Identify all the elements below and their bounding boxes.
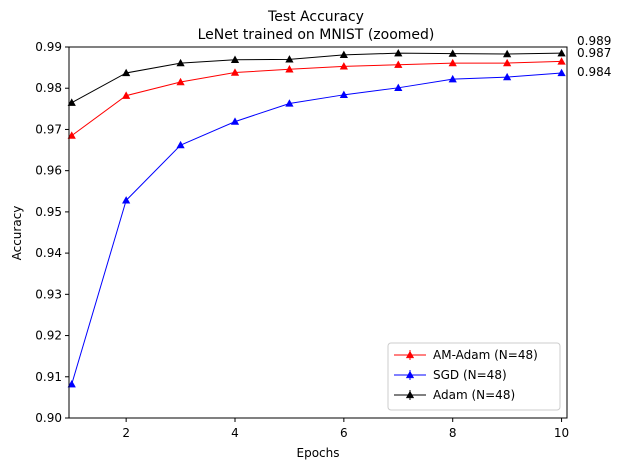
- x-tick-label: 10: [554, 426, 569, 440]
- end-value-label: 0.987: [577, 46, 611, 60]
- data-point: [557, 68, 566, 77]
- x-tick-label: 6: [340, 426, 348, 440]
- legend: AM-Adam (N=48) SGD (N=48) Adam (N=48): [387, 342, 561, 411]
- series-layer: [67, 48, 566, 388]
- legend-marker: [405, 390, 415, 399]
- data-point: [67, 98, 76, 106]
- y-tick-label: 0.95: [35, 205, 62, 219]
- axis-ticks: 0.90 0.91 0.92 0.93 0.94 0.95 0.96 0.97 0.98 0.99…: [35, 40, 569, 440]
- x-tick-label: 4: [231, 426, 239, 440]
- data-point: [285, 55, 294, 63]
- data-point: [230, 55, 240, 63]
- y-tick-label: 0.93: [35, 287, 62, 301]
- data-point: [394, 60, 403, 68]
- y-tick-label: 0.91: [35, 370, 62, 384]
- end-value-label: 0.984: [577, 65, 611, 79]
- legend-label: AM-Adam (N=48): [433, 348, 538, 362]
- data-point: [122, 91, 131, 99]
- data-point: [67, 131, 76, 139]
- data-point: [230, 68, 240, 76]
- data-point: [122, 196, 131, 204]
- y-tick-label: 0.94: [35, 246, 62, 260]
- data-point: [448, 49, 457, 57]
- data-point: [503, 49, 512, 58]
- y-tick-label: 0.97: [35, 122, 62, 136]
- series-2: [67, 48, 566, 106]
- y-tick-label: 0.99: [35, 40, 62, 54]
- legend-marker: [405, 370, 415, 379]
- data-point: [394, 48, 403, 57]
- data-point: [176, 140, 185, 149]
- y-axis-label: Accuracy: [10, 206, 24, 261]
- y-tick-label: 0.92: [35, 329, 62, 343]
- x-tick-label: 2: [122, 426, 130, 440]
- legend-box: [387, 342, 561, 411]
- data-point: [176, 58, 185, 67]
- chart-subtitle: LeNet trained on MNIST (zoomed): [198, 27, 435, 43]
- data-point: [67, 379, 76, 388]
- legend-item: SGD (N=48): [394, 368, 507, 382]
- end-labels: 0.987 0.984 0.989: [577, 34, 611, 79]
- data-point: [394, 83, 403, 91]
- legend-marker: [405, 350, 415, 359]
- series-0: [67, 57, 566, 139]
- series-line: [71, 72, 562, 385]
- x-axis-label: Epochs: [297, 446, 340, 460]
- data-point: [557, 48, 566, 57]
- y-tick-label: 0.90: [35, 411, 62, 425]
- data-point: [285, 65, 294, 73]
- data-point: [230, 117, 240, 125]
- data-point: [448, 58, 457, 67]
- data-point: [448, 74, 457, 83]
- data-point: [339, 50, 348, 59]
- data-point: [339, 90, 348, 98]
- data-point: [285, 99, 294, 107]
- legend-label: Adam (N=48): [433, 388, 515, 402]
- legend-item: AM-Adam (N=48): [394, 348, 538, 362]
- series-line: [71, 52, 562, 104]
- series-line: [71, 60, 562, 137]
- data-point: [339, 62, 348, 70]
- legend-label: SGD (N=48): [433, 368, 507, 382]
- end-value-label: 0.989: [577, 34, 611, 48]
- data-point: [176, 77, 185, 86]
- legend-item: Adam (N=48): [394, 388, 515, 402]
- data-point: [122, 68, 131, 77]
- data-point: [557, 57, 566, 65]
- data-point: [503, 58, 512, 67]
- x-tick-label: 8: [449, 426, 457, 440]
- series-1: [67, 68, 566, 388]
- y-tick-label: 0.98: [35, 81, 62, 95]
- data-point: [503, 72, 512, 81]
- y-tick-label: 0.96: [35, 164, 62, 178]
- chart-title: Test Accuracy: [267, 9, 364, 25]
- plot-frame: [68, 46, 568, 419]
